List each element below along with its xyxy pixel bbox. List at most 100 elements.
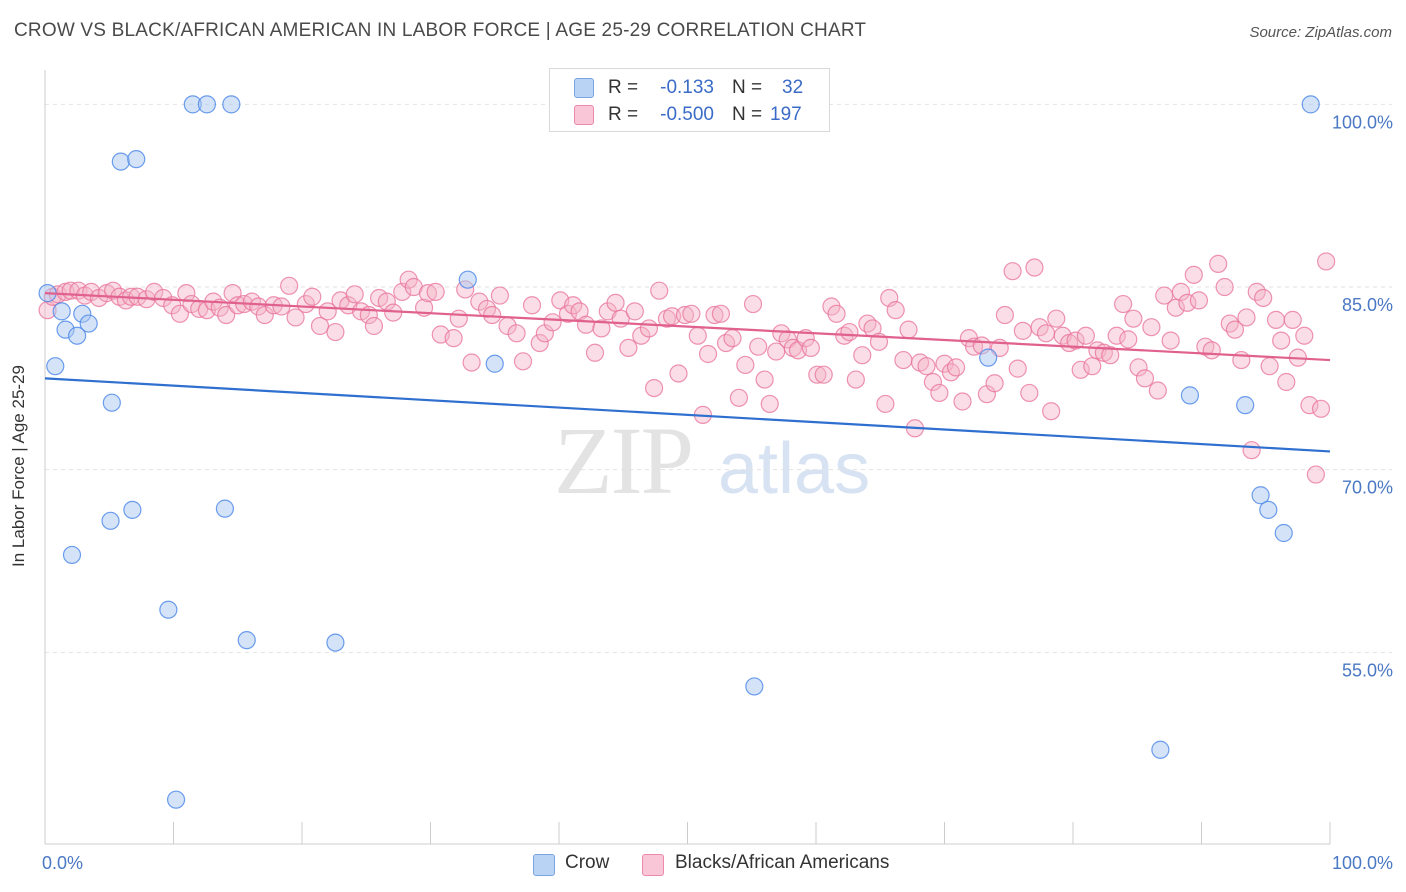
data-point-crow (166, 790, 186, 809)
data-point-crow (159, 600, 178, 619)
y-tick-label: 100.0% (1332, 112, 1393, 132)
data-point-black (1119, 330, 1138, 349)
data-point-black (1066, 331, 1085, 350)
data-point-black (1036, 324, 1056, 343)
data-point-crow (101, 511, 120, 530)
bottom-legend-label-crow: Crow (565, 852, 610, 873)
data-point-black (303, 287, 322, 306)
data-point-black (632, 326, 651, 345)
bottom-legend-label-black: Blacks/African Americans (675, 852, 890, 873)
watermark-zip: ZIP (554, 407, 694, 514)
data-point-black (644, 378, 664, 398)
data-point-black (530, 333, 549, 353)
data-point-black (1300, 396, 1319, 415)
legend-n-value-crow: 32 (782, 77, 804, 98)
data-point-black (669, 364, 688, 383)
data-point-black (705, 305, 724, 325)
legend-row-crow: R = -0.133 N = 32 (550, 75, 829, 101)
data-point-black (1178, 293, 1197, 312)
data-point-black (585, 343, 605, 362)
data-point-crow (79, 314, 98, 333)
data-point-crow (197, 95, 217, 114)
data-point-black (217, 305, 236, 325)
legend-r-label: R = (608, 77, 639, 98)
data-point-black (558, 304, 578, 323)
data-point-black (688, 326, 707, 345)
data-point-black (682, 304, 701, 323)
data-point-black (326, 322, 345, 342)
trendline-black (44, 292, 1331, 362)
data-point-black (876, 394, 895, 414)
data-point-crow (68, 326, 87, 345)
data-point-black (1171, 282, 1191, 301)
trendline-crow (44, 377, 1331, 453)
data-point-black (1283, 310, 1302, 329)
data-point-black (729, 388, 749, 407)
y-axis-label: In Labor Force | Age 25-29 (9, 365, 28, 567)
data-point-crow (46, 357, 65, 376)
data-point-crow (237, 631, 256, 650)
x-tick-label: 100.0% (1332, 853, 1393, 873)
data-point-crow (52, 302, 71, 321)
data-point-crow (979, 348, 998, 367)
data-point-black (426, 282, 445, 301)
data-point-black (1225, 320, 1245, 339)
bottom-legend-swatch-crow (533, 854, 555, 876)
data-point-black (145, 282, 164, 301)
data-point-crow (1151, 740, 1170, 759)
data-point-black (444, 329, 463, 348)
data-point-black (923, 372, 943, 392)
data-point-black (808, 365, 827, 384)
data-point-black (755, 370, 774, 389)
data-point-crow (222, 95, 241, 114)
data-point-crow (1259, 500, 1278, 519)
legend-swatch-black (574, 105, 594, 125)
data-point-crow (485, 354, 504, 373)
data-point-crow (62, 545, 82, 565)
data-point-black (1189, 291, 1209, 310)
y-tick-label: 55.0% (1342, 660, 1393, 680)
data-point-black (606, 293, 625, 312)
data-point-black (1277, 372, 1296, 392)
data-point-black (1142, 318, 1161, 337)
data-point-black (946, 358, 966, 377)
data-point-black (1076, 326, 1095, 345)
data-point-black (1042, 402, 1061, 421)
data-point-black (1272, 331, 1291, 350)
data-point-crow (1251, 486, 1270, 505)
data-point-black (345, 285, 364, 304)
data-point-crow (458, 270, 477, 289)
data-point-black (286, 308, 305, 327)
data-point-black (743, 294, 763, 314)
data-point-black (639, 319, 659, 338)
data-point-black (1317, 252, 1336, 271)
data-point-black (1202, 341, 1221, 360)
data-point-black (1135, 369, 1155, 388)
data-point-black (1101, 346, 1120, 365)
data-point-black (1161, 331, 1180, 350)
data-point-crow (127, 150, 146, 169)
data-point-black (953, 392, 972, 411)
data-point-crow (745, 677, 764, 696)
data-point-black (1107, 326, 1126, 345)
data-point-black (760, 394, 779, 414)
data-point-black (490, 286, 509, 305)
data-point-black (1306, 465, 1325, 484)
data-point-black (1047, 309, 1066, 328)
data-point-black (995, 305, 1014, 325)
data-point-black (827, 304, 846, 323)
legend-swatch-crow (574, 78, 594, 98)
data-point-black (1020, 383, 1039, 403)
y-tick-label: 85.0% (1342, 295, 1393, 315)
data-point-black (592, 319, 611, 338)
data-point-black (1148, 381, 1167, 400)
legend-n-label: N = (732, 77, 763, 98)
data-point-black (177, 284, 196, 303)
data-point-black (846, 370, 865, 389)
data-point-black (462, 353, 481, 372)
data-point-black (723, 329, 742, 348)
data-point-black (698, 344, 718, 364)
data-point-black (310, 316, 330, 336)
data-point-black (899, 320, 918, 339)
